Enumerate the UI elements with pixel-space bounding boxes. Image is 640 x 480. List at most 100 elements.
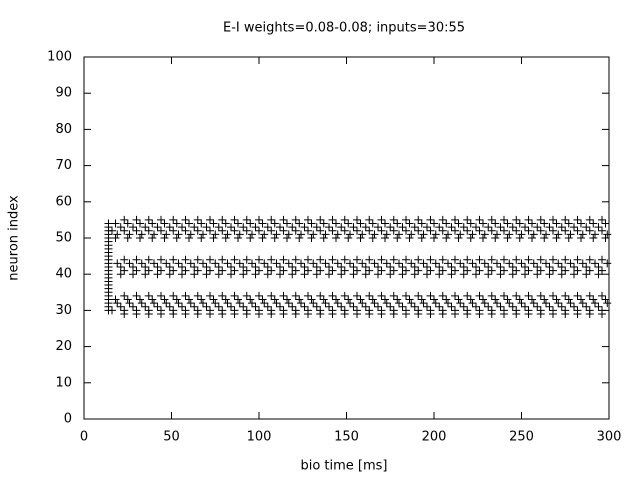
spike (505, 230, 514, 239)
spike (353, 306, 361, 315)
spike (172, 219, 181, 228)
spike (435, 302, 444, 311)
spike (589, 295, 598, 304)
spike (120, 226, 129, 235)
spike (197, 234, 206, 242)
spike (346, 259, 354, 268)
spike (148, 219, 157, 228)
spike (144, 226, 153, 235)
spike (374, 262, 382, 271)
spike (206, 215, 214, 224)
y-axis-label: neuron index (7, 195, 22, 281)
spike (349, 223, 358, 232)
spike (263, 270, 272, 279)
spike (172, 295, 181, 304)
spike (333, 230, 342, 239)
spike (300, 262, 309, 271)
spike (353, 266, 361, 275)
spike (603, 259, 612, 268)
spike (267, 226, 276, 235)
spike (190, 302, 199, 311)
spike (577, 219, 585, 228)
spike (190, 262, 199, 271)
spike (116, 262, 125, 271)
spike (123, 219, 132, 228)
spike (402, 291, 410, 300)
spike (234, 295, 242, 304)
spike (368, 295, 377, 304)
spike (148, 234, 157, 242)
spike (356, 295, 365, 304)
spike (414, 266, 423, 275)
spike (291, 306, 300, 315)
spike (398, 223, 407, 232)
spike (169, 215, 178, 224)
spike (529, 230, 538, 239)
spike (251, 302, 260, 311)
spike (386, 223, 395, 232)
spike (515, 219, 524, 228)
spike (577, 295, 585, 304)
spike (356, 219, 365, 228)
spike (304, 215, 312, 224)
spike (528, 295, 536, 304)
spike (295, 234, 304, 242)
spike (353, 255, 361, 264)
spike (157, 226, 165, 235)
spike (594, 262, 603, 271)
spike (319, 295, 328, 304)
spike (402, 255, 410, 264)
spike (129, 223, 137, 232)
spike (598, 215, 606, 224)
spike (136, 295, 144, 304)
spike (276, 262, 284, 271)
spike (451, 291, 459, 300)
spike (508, 262, 517, 271)
spike (181, 291, 190, 300)
x-tick-label: 50 (163, 430, 180, 445)
spike (389, 255, 398, 264)
spike (463, 226, 472, 235)
spike (447, 302, 456, 311)
spike (438, 306, 447, 315)
spike (389, 226, 398, 235)
spike (197, 219, 206, 228)
spike (444, 299, 452, 308)
spike (377, 215, 386, 224)
spike (113, 299, 122, 308)
spike (199, 230, 207, 239)
spike (230, 255, 239, 264)
spike (503, 219, 512, 228)
spike (529, 299, 538, 308)
spike (573, 215, 582, 224)
spike (566, 259, 575, 268)
spike (153, 302, 162, 311)
spike (284, 299, 293, 308)
spike (304, 266, 312, 275)
spike (573, 255, 582, 264)
spike (221, 219, 230, 228)
spike (353, 291, 361, 300)
spike (108, 306, 116, 315)
spike (419, 259, 428, 268)
spike (578, 299, 587, 308)
spike (557, 223, 566, 232)
spike (234, 234, 242, 242)
spike (246, 295, 255, 304)
spike (524, 266, 533, 275)
spike (598, 306, 606, 315)
spike (104, 219, 113, 228)
spike (248, 230, 256, 239)
spike (405, 219, 414, 228)
spike (206, 306, 214, 315)
spike (370, 299, 379, 308)
spike (340, 291, 349, 300)
spike (291, 255, 300, 264)
spike (193, 226, 202, 235)
y-tick-label: 0 (64, 412, 72, 427)
spike (591, 299, 599, 308)
spike (300, 223, 309, 232)
spike (381, 234, 389, 242)
spike (503, 234, 512, 242)
